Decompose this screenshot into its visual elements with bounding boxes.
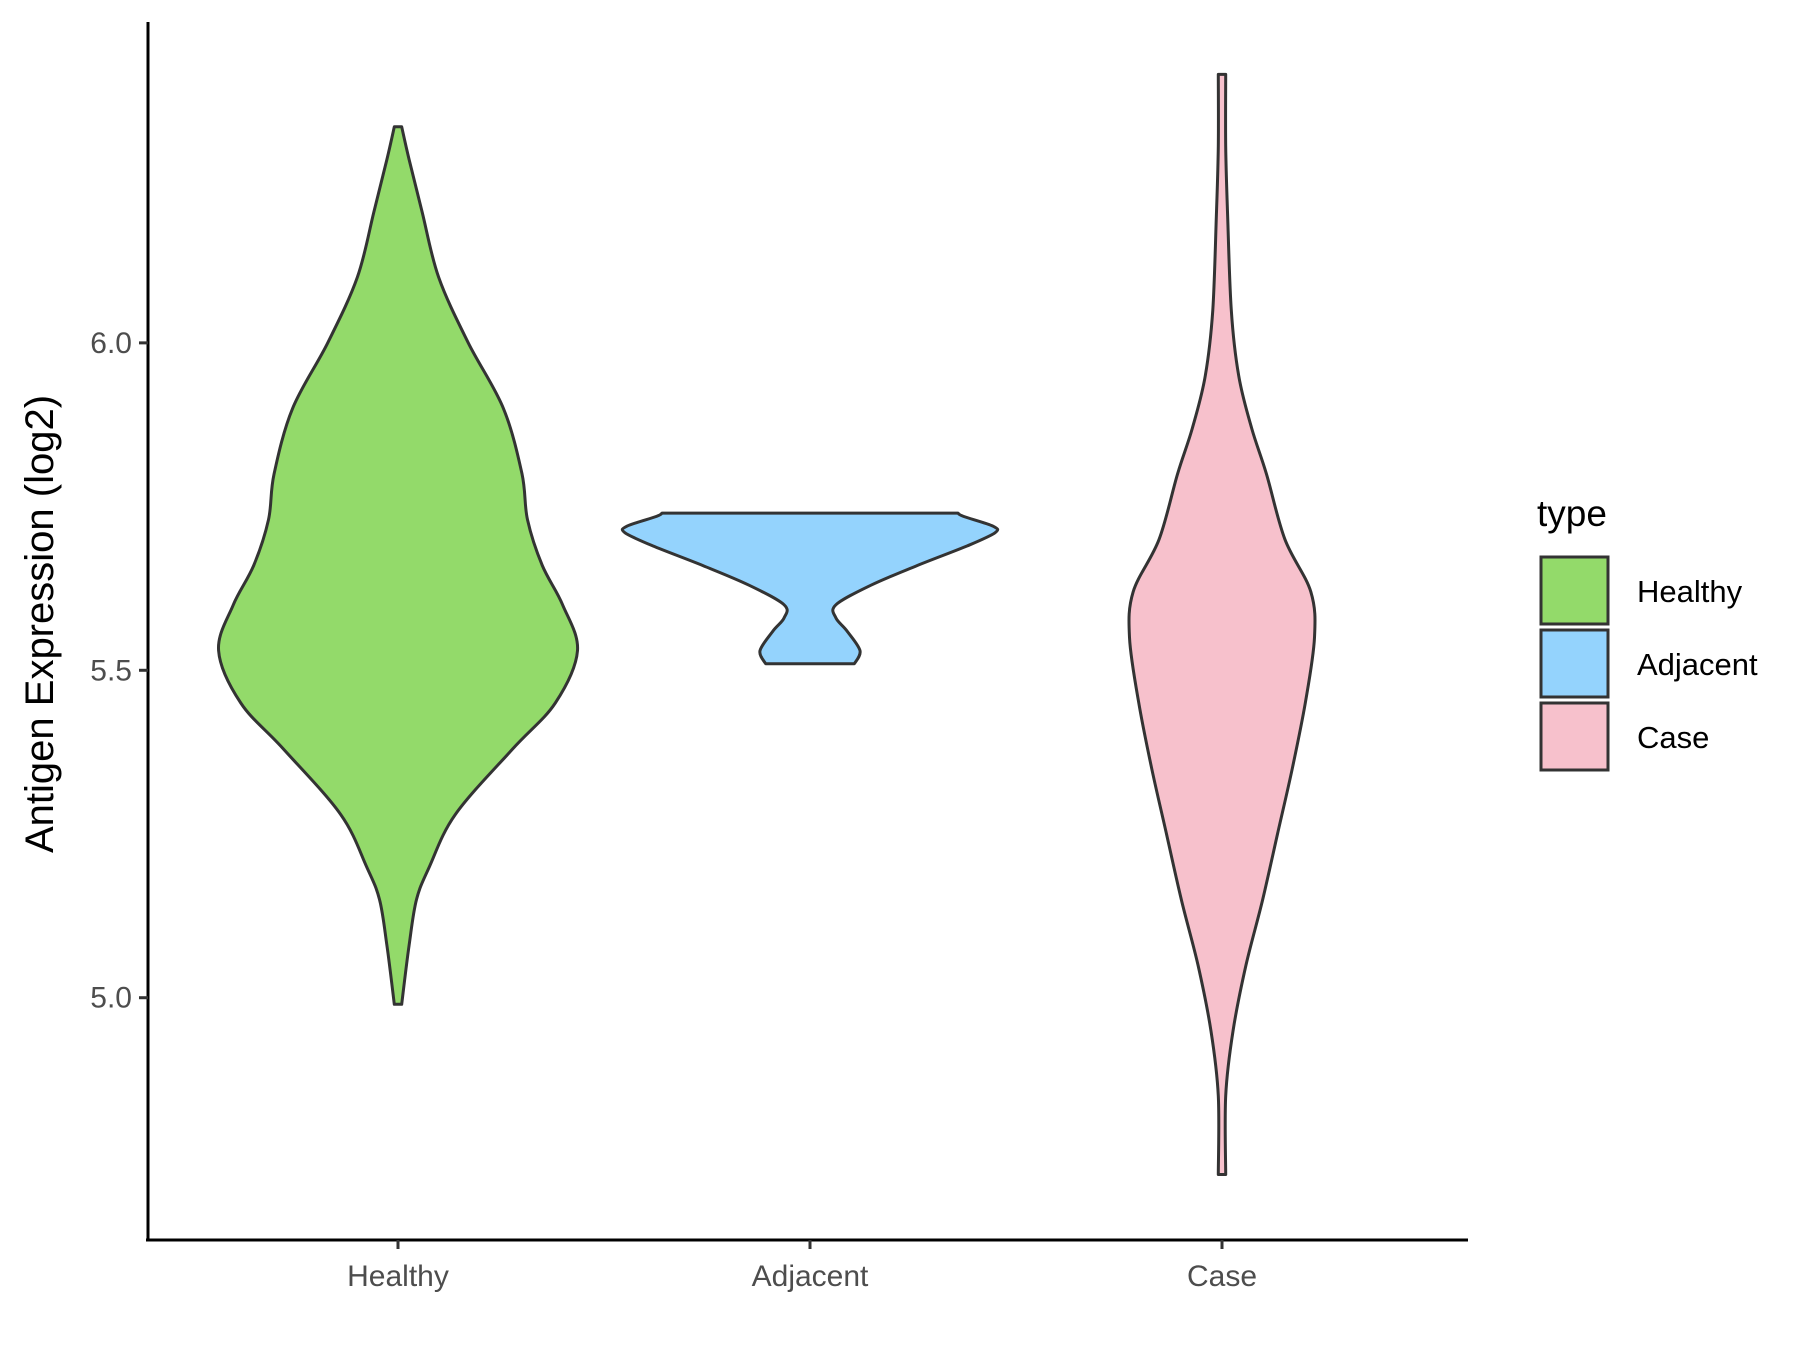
- x-tick-label-case: Case: [1187, 1260, 1257, 1293]
- legend-item-case: Case: [1539, 701, 1709, 772]
- legend-item-healthy: Healthy: [1539, 555, 1743, 626]
- y-tick-label: 6.0: [90, 327, 132, 360]
- violin-healthy: [217, 125, 580, 1006]
- legend-label: Healthy: [1637, 574, 1743, 609]
- y-tick-label: 5.5: [90, 654, 132, 687]
- legend-key-case: [1539, 701, 1610, 772]
- violin-adjacent: [620, 511, 1000, 666]
- legend-label: Adjacent: [1637, 647, 1758, 682]
- legend-key-healthy: [1539, 555, 1610, 626]
- x-tick-label-adjacent: Adjacent: [752, 1260, 869, 1293]
- legend-label: Case: [1637, 720, 1709, 755]
- x-axis: Healthy Adjacent Case: [146, 1238, 1468, 1293]
- y-tick-label: 5.0: [90, 982, 132, 1015]
- legend: type Healthy Adjacent Case: [1537, 493, 1758, 772]
- legend-item-adjacent: Adjacent: [1539, 628, 1758, 699]
- plot-area: [217, 72, 1317, 1176]
- legend-title: type: [1537, 493, 1607, 534]
- x-tick-label-healthy: Healthy: [347, 1260, 449, 1293]
- legend-items: Healthy Adjacent Case: [1539, 555, 1758, 772]
- violin-case: [1127, 72, 1317, 1176]
- legend-key-adjacent: [1539, 628, 1610, 699]
- y-axis: 5.0 5.5 6.0: [90, 22, 150, 1240]
- y-axis-title: Antigen Expression (log2): [18, 395, 62, 853]
